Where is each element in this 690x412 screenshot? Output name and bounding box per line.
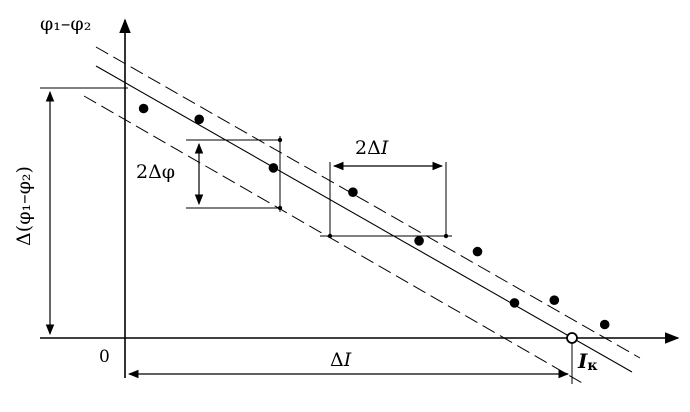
intercept-label: Iк [577, 349, 597, 374]
intercept-variable: I [577, 349, 588, 373]
regression-line [95, 65, 633, 373]
origin-label: 0 [99, 347, 110, 367]
current-error-label: 2ΔI [355, 137, 389, 159]
phase-error-tick [277, 137, 283, 143]
phase-error-tick [277, 205, 283, 211]
current-error-tick [443, 233, 449, 239]
current-error-variable: I [380, 137, 389, 159]
y-axis-label: φ₁–φ₂ [40, 13, 91, 35]
intercept-subscript: к [587, 358, 597, 374]
data-point [414, 236, 424, 246]
data-point [194, 114, 204, 125]
data-points [138, 103, 610, 330]
data-point [599, 319, 610, 330]
lower-band-line [83, 95, 585, 385]
horizontal-span-variable: I [343, 349, 352, 371]
current-error-tick [327, 233, 333, 239]
data-point [472, 246, 483, 257]
data-point [268, 163, 279, 173]
upper-band-line [95, 46, 641, 359]
data-point [348, 187, 358, 197]
data-point [549, 295, 560, 306]
data-point [509, 298, 520, 308]
horizontal-span-symbol: Δ [330, 349, 344, 371]
data-point [138, 103, 149, 114]
phase-error-label: 2Δφ [136, 161, 175, 183]
vertical-span-label: Δ(φ₁–φ₂) [13, 166, 35, 246]
horizontal-span-label: ΔI [330, 349, 352, 371]
intercept-marker [566, 332, 578, 344]
current-error-symbol: 2Δ [355, 137, 381, 159]
